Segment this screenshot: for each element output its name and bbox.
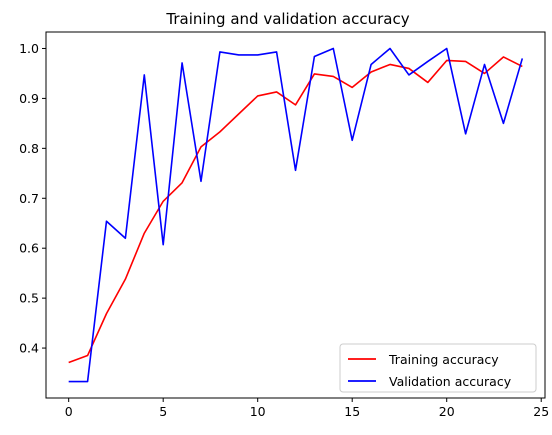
- y-tick-label: 0.4: [19, 341, 39, 356]
- legend-box: [339, 343, 537, 393]
- series-line-validation: [68, 47, 524, 383]
- y-tick-label: 0.6: [19, 241, 39, 256]
- legend: Training accuracy Validation accuracy: [339, 343, 537, 393]
- x-tick-label: 15: [344, 404, 360, 419]
- plot-frame: [45, 31, 546, 399]
- y-tick-label: 0.5: [19, 291, 39, 306]
- y-tick-label: 1.0: [19, 41, 39, 56]
- y-tick-label: 0.8: [19, 141, 39, 156]
- x-tick-label: 25: [533, 404, 549, 419]
- x-tick-label: 5: [159, 404, 167, 419]
- legend-label-validation: Validation accuracy: [389, 374, 512, 389]
- series-line-training: [68, 56, 523, 364]
- chart-title: Training and validation accuracy: [165, 10, 409, 28]
- x-tick-label: 0: [65, 404, 73, 419]
- y-tick-label: 0.9: [19, 91, 39, 106]
- x-tick-label: 20: [439, 404, 455, 419]
- x-tick-label: 10: [250, 404, 266, 419]
- legend-label-training: Training accuracy: [388, 352, 499, 367]
- y-tick-label: 0.7: [19, 191, 39, 206]
